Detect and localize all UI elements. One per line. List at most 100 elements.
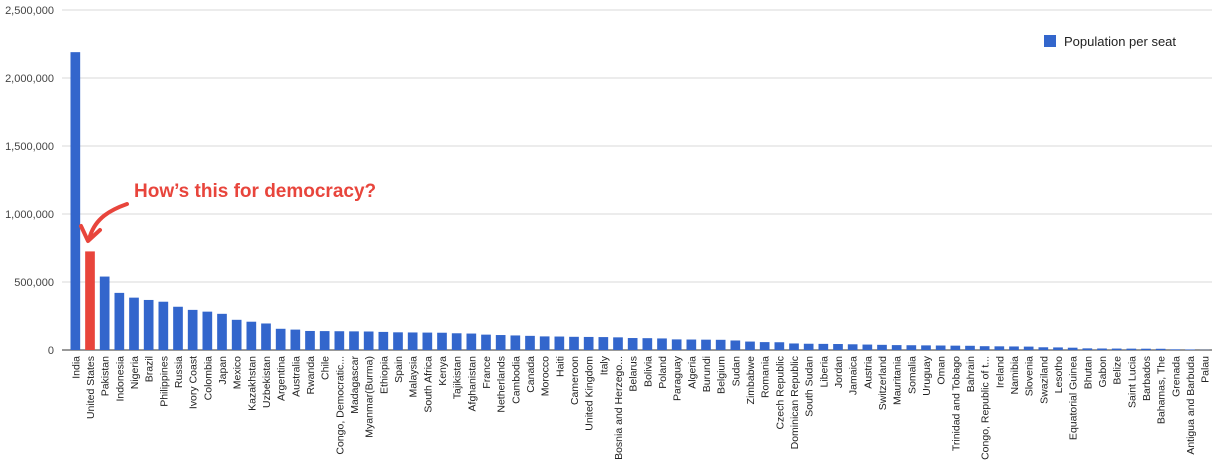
bar	[701, 339, 711, 350]
x-tick-label: Jamaica	[848, 356, 860, 395]
x-tick-label: Indonesia	[114, 356, 126, 402]
bar	[1082, 348, 1093, 350]
bar	[847, 344, 858, 350]
x-tick-label: Liberia	[818, 356, 830, 388]
x-tick-label: Netherlands	[496, 356, 508, 413]
x-axis: India United States Pakistan Indonesia Niger…	[70, 355, 1211, 460]
bar	[99, 276, 110, 350]
x-tick-label: Kazakhstan	[246, 356, 258, 411]
x-tick-label: Paraguay	[672, 355, 684, 401]
bar	[1185, 349, 1195, 350]
bar	[158, 301, 169, 350]
x-tick-label: Ivory Coast	[188, 356, 200, 409]
annotation-arrowhead	[79, 224, 102, 243]
x-tick-label: Italy	[598, 355, 610, 375]
x-tick-label: India	[70, 356, 82, 379]
x-tick-label: Kenya	[437, 356, 449, 386]
bar	[143, 299, 154, 350]
bar	[774, 342, 785, 350]
bar	[803, 343, 814, 350]
bar	[1126, 348, 1137, 350]
bar	[495, 335, 506, 350]
x-tick-label: Somalia	[906, 356, 918, 394]
x-tick-label: Switzerland	[877, 356, 889, 410]
x-tick-label: Mexico	[232, 356, 244, 389]
x-tick-label: Belgium	[716, 356, 728, 394]
gridlines	[62, 9, 1212, 351]
bar	[173, 306, 183, 350]
bar	[789, 343, 799, 350]
annotation-arrow	[88, 202, 129, 238]
bar	[759, 342, 770, 350]
bar	[275, 328, 286, 350]
bar	[319, 331, 330, 350]
x-tick-label: Antigua and Barbuda	[1185, 356, 1197, 455]
x-tick-label: Ireland	[994, 356, 1006, 388]
bar	[422, 332, 433, 350]
x-tick-label: Colombia	[202, 356, 214, 401]
bar	[407, 332, 418, 350]
x-tick-label: Brazil	[144, 356, 156, 382]
x-tick-label: Myanmar(Burma)	[364, 356, 376, 438]
y-tick-label: 2,000,000	[5, 73, 54, 85]
x-tick-label: Bhutan	[1082, 356, 1094, 389]
y-axis: 0 500,000 1,000,000 1,500,000 2,000,000 2,500…	[5, 5, 54, 357]
bars	[70, 52, 1210, 350]
x-tick-label: Uruguay	[921, 355, 933, 395]
bar	[745, 341, 755, 350]
x-tick-label: Ethiopia	[378, 356, 390, 394]
x-tick-label: Uzbekistan	[261, 356, 273, 408]
y-tick-label: 1,000,000	[5, 209, 54, 221]
bar	[231, 319, 242, 350]
bar	[466, 333, 477, 350]
x-tick-label: Zimbabwe	[745, 356, 757, 405]
x-tick-label: Dominican Republic	[789, 356, 801, 449]
x-tick-label: Haiti	[554, 356, 566, 377]
x-tick-label: Czech Republic	[774, 356, 786, 430]
bar	[85, 251, 95, 350]
x-tick-label: Bahamas, The	[1156, 356, 1168, 424]
bar	[525, 335, 535, 350]
y-tick-label: 1,500,000	[5, 141, 54, 153]
bar	[994, 346, 1005, 350]
x-tick-label: Tajikistan	[452, 356, 464, 399]
bar	[1053, 347, 1063, 350]
x-tick-label: Oman	[936, 356, 948, 385]
bar	[1009, 346, 1019, 350]
x-tick-label: Pakistan	[100, 356, 112, 396]
x-tick-label: Bahrain	[965, 356, 977, 392]
bar	[349, 331, 359, 350]
bar	[539, 336, 550, 350]
x-tick-label: Spain	[393, 356, 405, 383]
bar	[1155, 348, 1166, 350]
bar	[598, 337, 609, 350]
bar	[187, 309, 198, 350]
x-tick-label: Cameroon	[569, 356, 581, 405]
x-tick-label: Madagascar	[349, 355, 361, 413]
bar	[1023, 346, 1034, 350]
x-tick-label: Slovenia	[1024, 356, 1036, 396]
x-tick-label: Sudan	[730, 356, 742, 387]
x-tick-label: Burundi	[701, 356, 713, 392]
x-tick-label: Canada	[525, 356, 537, 393]
x-tick-label: South Sudan	[804, 356, 816, 417]
x-tick-label: Namibia	[1009, 356, 1021, 395]
x-tick-label: South Africa	[422, 356, 434, 413]
x-tick-label: Cambodia	[510, 356, 522, 404]
x-tick-label: Poland	[657, 356, 669, 389]
bar	[481, 334, 491, 350]
legend: Population per seat	[1044, 34, 1176, 49]
bar	[510, 335, 521, 350]
x-tick-label: Argentina	[276, 356, 288, 401]
bar	[657, 338, 667, 350]
x-tick-label: Malaysia	[408, 356, 420, 398]
x-tick-label: Russia	[173, 356, 185, 388]
bar	[833, 344, 843, 350]
bar	[613, 337, 623, 350]
bar	[1038, 347, 1049, 350]
x-tick-label: Australia	[290, 356, 302, 397]
x-tick-label: United Kingdom	[584, 356, 596, 431]
bar	[935, 345, 946, 350]
x-tick-label: Afghanistan	[466, 356, 478, 412]
